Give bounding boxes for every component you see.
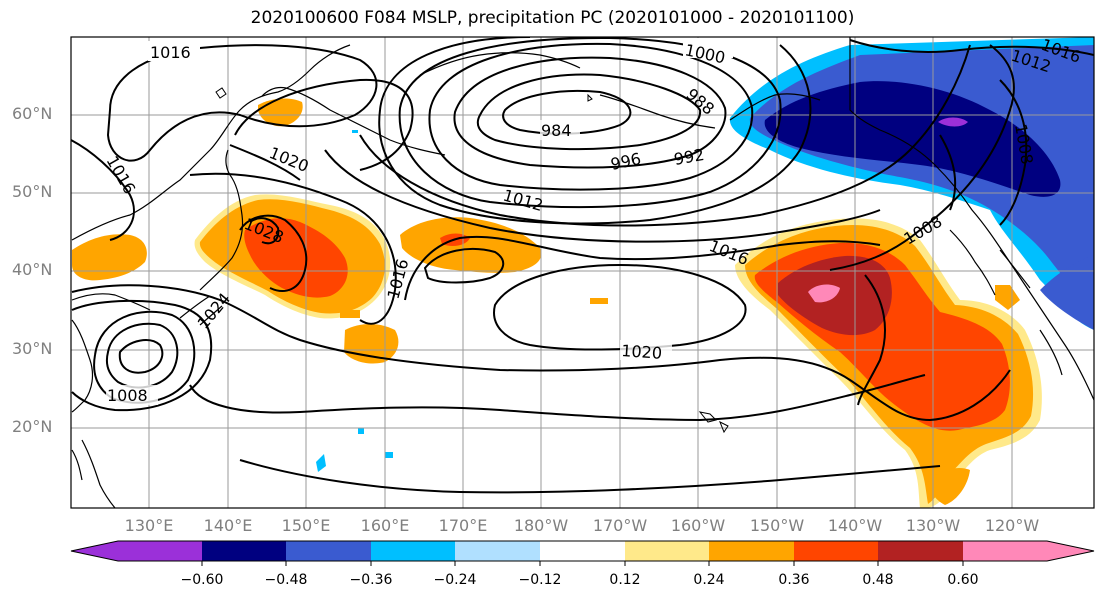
contour-992 — [453, 56, 727, 169]
lon-label: 170°W — [592, 516, 648, 535]
colorbar-tick-label: −0.24 — [433, 572, 477, 588]
colorbar-swatch — [371, 541, 455, 561]
contour-1028 — [249, 217, 280, 245]
contour-1004 — [378, 37, 812, 225]
lat-label: 40°N — [12, 260, 53, 279]
lon-label: 130°E — [124, 516, 174, 535]
lon-label: 160°E — [360, 516, 410, 535]
contour-988 — [476, 73, 702, 151]
colorbar-swatch — [540, 541, 625, 561]
contour-1008 — [359, 44, 1015, 271]
colorbar-swatch — [455, 541, 540, 561]
contour-lows — [118, 339, 164, 374]
map-frame — [70, 36, 1095, 509]
contour-984 — [502, 89, 632, 135]
contour-label: 1008 — [107, 386, 148, 405]
colorbar-tick-label: −0.48 — [264, 572, 308, 588]
contour-label: 1016 — [150, 43, 191, 62]
contour-1024 — [239, 214, 308, 292]
neg-region-vvstrong — [938, 117, 968, 127]
lon-label: 140°E — [203, 516, 253, 535]
colorbar-swatch — [794, 541, 878, 561]
colorbar-swatch — [878, 541, 963, 561]
colorbar-tick-label: −0.36 — [349, 572, 393, 588]
colorbar-swatch — [625, 541, 709, 561]
colorbar-swatch — [286, 541, 371, 561]
lon-label: 180°W — [513, 516, 569, 535]
pos-east-vvstrong — [808, 284, 840, 303]
mslp-contours — [71, 37, 1094, 494]
colorbar-swatch — [202, 541, 286, 561]
pos-west-strong — [244, 218, 348, 298]
lon-label: 130°W — [905, 516, 961, 535]
contour-1012 — [324, 149, 881, 243]
lat-label: 60°N — [12, 104, 53, 123]
lat-label: 50°N — [12, 182, 53, 201]
contour-1020-north — [234, 78, 414, 171]
colorbar-tick-label: 0.24 — [693, 572, 725, 588]
lon-label: 120°W — [984, 516, 1040, 535]
contour-label: 1020 — [621, 341, 663, 363]
colorbar-tick-label: 0.48 — [862, 572, 894, 588]
colorbar-swatch — [963, 541, 1094, 561]
contour-1020 — [229, 144, 747, 351]
map-title: 2020100600 F084 MSLP, precipitation PC (… — [250, 8, 855, 28]
colorbar-tick-label: −0.60 — [180, 572, 224, 588]
colorbar-tick-label: 0.60 — [947, 572, 979, 588]
colorbar-swatch — [709, 541, 794, 561]
lat-label: 30°N — [12, 339, 53, 358]
colorbar — [70, 540, 1095, 566]
contour-1016-westedge — [71, 139, 135, 241]
contour-loop-1016-mid — [423, 248, 505, 284]
lon-label: 150°E — [281, 516, 331, 535]
lon-label: 140°W — [827, 516, 883, 535]
colorbar-swatch — [71, 541, 202, 561]
contour-1016 — [189, 172, 881, 325]
lon-label: 170°E — [438, 516, 488, 535]
contour-label: 984 — [541, 121, 572, 140]
contour-1000 — [398, 37, 782, 209]
colorbar-tick-label: 0.12 — [609, 572, 641, 588]
colorbar-tick-label: −0.12 — [518, 572, 562, 588]
lat-label: 20°N — [12, 417, 53, 436]
contour-996 — [428, 42, 754, 191]
colorbar-tick-label: 0.36 — [778, 572, 810, 588]
lon-label: 150°W — [749, 516, 805, 535]
neg-region-strong — [764, 81, 1061, 197]
neg-region-east — [1040, 255, 1094, 330]
lon-label: 160°W — [670, 516, 726, 535]
